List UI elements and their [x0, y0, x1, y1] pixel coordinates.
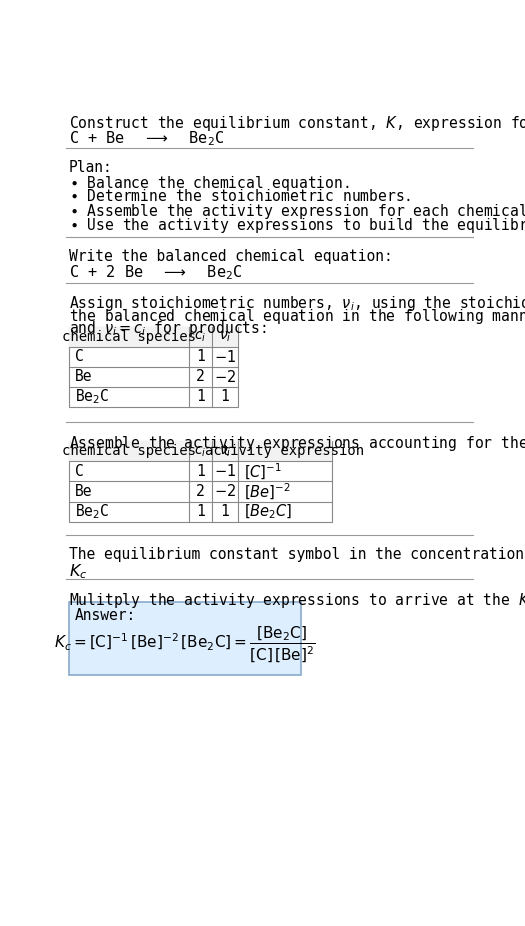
Text: Answer:: Answer: [75, 607, 136, 623]
Text: 1: 1 [220, 504, 229, 519]
Text: $-1$: $-1$ [214, 464, 236, 480]
Bar [69, 442, 332, 461]
Text: $[Be_2C]$: $[Be_2C]$ [244, 502, 292, 520]
Text: $[Be]^{-2}$: $[Be]^{-2}$ [244, 482, 290, 502]
Text: 1: 1 [220, 389, 229, 405]
Text: $\bullet$ Determine the stoichiometric numbers.: $\bullet$ Determine the stoichiometric n… [69, 188, 411, 204]
Text: $\nu_i$: $\nu_i$ [219, 444, 231, 458]
Text: 1: 1 [196, 389, 205, 405]
Text: Assign stoichiometric numbers, $\nu_i$, using the stoichiometric coefficients, $: Assign stoichiometric numbers, $\nu_i$, … [69, 294, 525, 313]
Text: 1: 1 [196, 349, 205, 364]
Bar [69, 327, 238, 346]
Text: and $\nu_i = c_i$ for products:: and $\nu_i = c_i$ for products: [69, 319, 266, 338]
Text: 2: 2 [196, 484, 205, 499]
Text: Be: Be [75, 369, 92, 384]
Text: $\nu_i$: $\nu_i$ [219, 330, 231, 344]
Text: C: C [75, 464, 83, 479]
Text: the balanced chemical equation in the following manner: $\nu_i = -c_i$ for react: the balanced chemical equation in the fo… [69, 307, 525, 326]
Text: C + Be  $\longrightarrow$  Be$_2$C: C + Be $\longrightarrow$ Be$_2$C [69, 129, 224, 147]
Text: $-1$: $-1$ [214, 349, 236, 365]
Text: $c_i$: $c_i$ [194, 330, 207, 344]
Text: 1: 1 [196, 504, 205, 519]
Text: chemical species: chemical species [62, 330, 196, 344]
Text: $-2$: $-2$ [214, 369, 236, 385]
Text: Be: Be [75, 484, 92, 499]
Text: $\bullet$ Assemble the activity expression for each chemical species.: $\bullet$ Assemble the activity expressi… [69, 202, 525, 221]
Text: Plan:: Plan: [69, 160, 112, 175]
FancyBboxPatch shape [69, 602, 301, 675]
Text: $K_c$: $K_c$ [69, 562, 87, 581]
Text: C: C [75, 349, 83, 364]
Text: Construct the equilibrium constant, $K$, expression for:: Construct the equilibrium constant, $K$,… [69, 114, 525, 133]
Bar [69, 327, 238, 407]
Bar [69, 442, 332, 521]
Text: Be$_2$C: Be$_2$C [75, 502, 109, 520]
Text: $K_c = [\mathrm{C}]^{-1}\,[\mathrm{Be}]^{-2}\,[\mathrm{Be_2C}] = \dfrac{[\mathrm: $K_c = [\mathrm{C}]^{-1}\,[\mathrm{Be}]^… [54, 624, 316, 664]
Text: The equilibrium constant symbol in the concentration basis is:: The equilibrium constant symbol in the c… [69, 547, 525, 562]
Text: $[C]^{-1}$: $[C]^{-1}$ [244, 461, 282, 482]
Text: Be$_2$C: Be$_2$C [75, 387, 109, 407]
Text: Write the balanced chemical equation:: Write the balanced chemical equation: [69, 249, 393, 264]
Text: $c_i$: $c_i$ [194, 444, 207, 458]
Text: chemical species: chemical species [62, 444, 196, 458]
Text: $-2$: $-2$ [214, 483, 236, 499]
Text: C + 2 Be  $\longrightarrow$  Be$_2$C: C + 2 Be $\longrightarrow$ Be$_2$C [69, 264, 243, 282]
Text: Assemble the activity expressions accounting for the state of matter and $\nu_i$: Assemble the activity expressions accoun… [69, 433, 525, 453]
Text: $\bullet$ Balance the chemical equation.: $\bullet$ Balance the chemical equation. [69, 174, 349, 194]
Text: Mulitply the activity expressions to arrive at the $K_c$ expression:: Mulitply the activity expressions to arr… [69, 591, 525, 610]
Text: $\bullet$ Use the activity expressions to build the equilibrium constant express: $\bullet$ Use the activity expressions t… [69, 216, 525, 235]
Text: activity expression: activity expression [205, 444, 364, 458]
Text: 1: 1 [196, 464, 205, 479]
Text: 2: 2 [196, 369, 205, 384]
